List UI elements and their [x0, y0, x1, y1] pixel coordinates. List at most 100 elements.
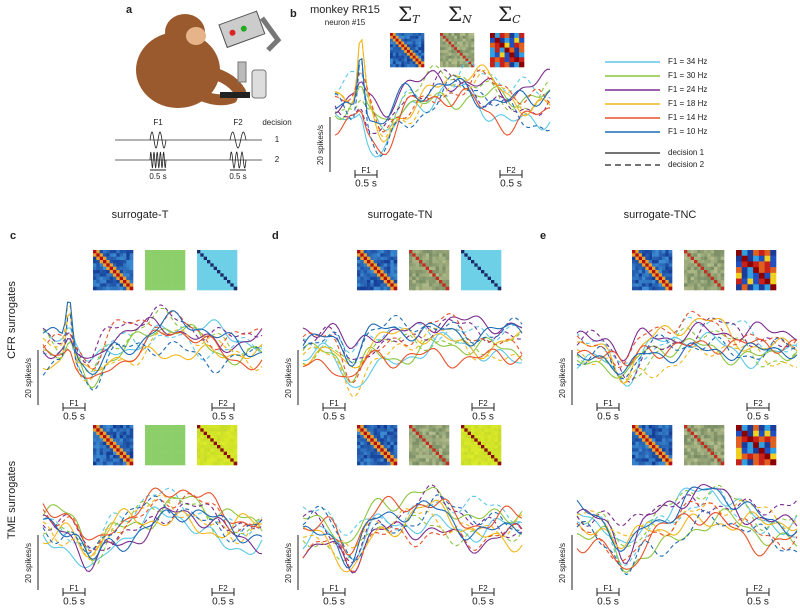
- trace: [42, 493, 263, 552]
- matrix-cell: [707, 428, 711, 432]
- matrix-cell: [471, 266, 475, 271]
- matrix-cell: [491, 438, 495, 442]
- matrix-cell: [203, 266, 208, 271]
- matrix-cell: [694, 445, 698, 449]
- row-label: TME surrogates: [6, 460, 18, 539]
- matrix-cell: [710, 286, 715, 291]
- matrix-cell: [161, 425, 166, 429]
- matrix-cell: [145, 431, 149, 436]
- matrix-cell: [126, 455, 130, 459]
- matrix-cell: [197, 250, 201, 254]
- matrix-cell: [419, 283, 423, 287]
- matrix-cell: [635, 253, 639, 257]
- matrix-cell: [116, 425, 120, 429]
- matrix-cell: [390, 266, 394, 271]
- matrix-cell: [477, 435, 482, 439]
- matrix-cell: [380, 280, 384, 284]
- matrix-cell: [363, 451, 368, 456]
- matrix-cell: [494, 448, 498, 452]
- matrix-cell: [151, 445, 156, 449]
- matrix-cell: [357, 256, 361, 261]
- matrix-cell: [662, 263, 666, 267]
- matrix-cell: [99, 451, 104, 456]
- matrix-cell: [217, 276, 221, 281]
- matrix-cell: [658, 263, 663, 267]
- matrix-cell: [445, 61, 449, 65]
- trace: [576, 512, 798, 570]
- matrix-cell: [668, 428, 673, 432]
- matrix-cell: [442, 461, 446, 466]
- matrix-cell: [440, 35, 444, 39]
- matrix-cell: [504, 52, 510, 58]
- matrix-cell: [360, 280, 364, 284]
- matrix-cell: [165, 280, 169, 284]
- matrix-cell: [151, 451, 156, 456]
- matrix-cell: [357, 461, 361, 466]
- matrix-cell: [129, 435, 134, 439]
- matrix-cell: [432, 283, 436, 287]
- matrix-cell: [714, 425, 718, 429]
- matrix-cell: [442, 270, 446, 274]
- matrix-cell: [233, 286, 238, 291]
- matrix-cell: [103, 438, 107, 442]
- matrix-cell: [468, 64, 472, 68]
- matrix-cell: [484, 448, 488, 452]
- matrix-cell: [168, 451, 172, 456]
- matrix-cell: [445, 250, 450, 254]
- matrix-cell: [642, 455, 646, 459]
- matrix-cell: [210, 276, 214, 281]
- matrix-cell: [393, 428, 398, 432]
- matrix-cell: [642, 250, 646, 254]
- matrix-cell: [393, 458, 398, 462]
- matrix-cell: [704, 256, 708, 261]
- matrix-cell: [398, 44, 402, 48]
- matrix-cell: [200, 266, 204, 271]
- matrix-cell: [707, 270, 711, 274]
- matrix-cell: [655, 458, 659, 462]
- matrix-cell: [380, 253, 384, 257]
- matrix-cell: [145, 425, 149, 429]
- matrix-cell: [487, 461, 492, 466]
- matrix-cell: [390, 283, 394, 287]
- matrix-cell: [377, 458, 381, 462]
- matrix-cell: [655, 286, 659, 291]
- matrix-cell: [370, 260, 374, 264]
- matrix-cell: [439, 276, 443, 281]
- matrix-cell: [155, 428, 159, 432]
- matrix-cell: [736, 284, 743, 291]
- matrix-cell: [181, 280, 186, 284]
- matrix-cell: [720, 448, 725, 452]
- matrix-cell: [377, 451, 381, 456]
- matrix-cell: [697, 280, 701, 284]
- matrix-cell: [471, 61, 475, 65]
- matrix-cell: [175, 286, 179, 291]
- matrix-cell: [213, 266, 218, 271]
- matrix-cell: [158, 286, 162, 291]
- matrix-cell: [200, 451, 204, 456]
- matrix-cell: [363, 280, 368, 284]
- matrix-cell: [200, 286, 204, 291]
- matrix-cell: [203, 448, 208, 452]
- matrix-cell: [465, 33, 469, 37]
- matrix-cell: [662, 458, 666, 462]
- matrix-cell: [474, 270, 478, 274]
- matrix-cell: [99, 283, 104, 287]
- matrix-cell: [504, 57, 510, 63]
- matrix-cell: [662, 431, 666, 436]
- matrix-cell: [370, 280, 374, 284]
- matrix-cell: [404, 50, 408, 54]
- matrix-cell: [442, 260, 446, 264]
- matrix-cell: [421, 55, 425, 59]
- matrix-cell: [217, 458, 221, 462]
- matrix-cell: [700, 455, 705, 459]
- matrix-cell: [223, 441, 228, 446]
- matrix-cell: [491, 425, 495, 429]
- matrix-cell: [418, 52, 422, 56]
- matrix-cell: [422, 283, 426, 287]
- matrix-cell: [380, 276, 384, 281]
- matrix-cell: [223, 286, 228, 291]
- matrix-cell: [484, 266, 488, 271]
- matrix-cell: [106, 441, 110, 446]
- matrix-cell: [223, 283, 228, 287]
- matrix-cell: [126, 256, 130, 261]
